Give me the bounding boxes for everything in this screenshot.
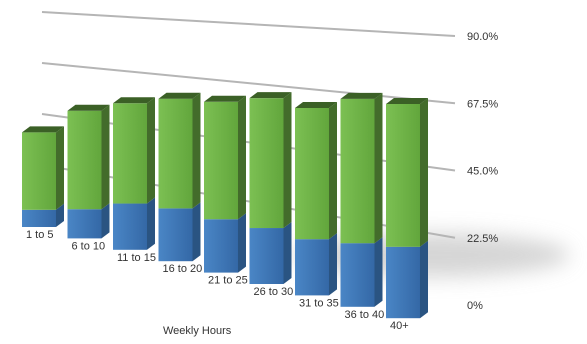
bar-segment-bottom <box>340 237 383 307</box>
bar-segment-top <box>340 92 383 244</box>
bar-segment-bottom-side <box>101 203 110 239</box>
bar-segment-top-front <box>113 103 147 204</box>
bar-segment-top-top <box>67 104 110 111</box>
bar-segment-bottom <box>67 203 110 239</box>
bars <box>22 92 428 319</box>
bar-segment-top-side <box>101 104 110 210</box>
bar-segment-top-front <box>67 110 102 210</box>
bar-segment-top-front <box>158 98 193 209</box>
x-tick-label: 11 to 15 <box>117 252 156 264</box>
bar-group <box>204 95 246 273</box>
y-tick-label: 0% <box>467 300 483 312</box>
bar-segment-top-front <box>340 98 375 244</box>
bar-segment-bottom <box>386 240 428 319</box>
bar-segment-bottom-front <box>340 243 375 307</box>
bar-group <box>67 104 110 239</box>
bar-segment-top-top <box>22 126 64 133</box>
bar-segment-top-top <box>295 102 337 108</box>
bar-segment-bottom-side <box>147 197 155 250</box>
bar-segment-bottom <box>158 202 201 262</box>
bar-segment-bottom-front <box>158 208 193 262</box>
bar-segment-top <box>67 104 110 210</box>
bar-segment-bottom <box>113 197 155 250</box>
bar-segment-top <box>204 95 246 220</box>
bar-group <box>22 126 64 227</box>
bar-segment-bottom <box>295 233 337 296</box>
x-tick-label: 6 to 10 <box>72 240 106 252</box>
bar-segment-bottom-side <box>374 237 383 307</box>
bar-segment-bottom-side <box>283 222 292 284</box>
bar-segment-top-top <box>340 92 383 99</box>
bar-segment-top-side <box>238 95 246 220</box>
bar-segment-top-top <box>113 97 155 104</box>
bar-segment-top-front <box>249 98 284 229</box>
bar-segment-top-side <box>283 92 292 229</box>
x-axis-title: Weekly Hours <box>163 325 232 337</box>
bar-group <box>295 102 337 296</box>
bar-segment-top-top <box>158 92 201 99</box>
bar-group <box>158 92 201 262</box>
bar-group <box>386 98 428 319</box>
bar-segment-bottom-front <box>204 219 238 273</box>
bar-segment-bottom-side <box>420 240 428 319</box>
bar-segment-top-side <box>374 92 383 244</box>
bar-segment-bottom <box>22 203 64 227</box>
bar-segment-bottom <box>204 213 246 273</box>
y-tick-label: 22.5% <box>467 233 498 245</box>
bar-segment-top-front <box>22 132 56 210</box>
bar-segment-top-top <box>386 98 428 104</box>
bar-segment-top <box>295 102 337 240</box>
gridline <box>41 11 456 37</box>
bar-segment-top <box>158 92 201 209</box>
bar-segment-top <box>113 97 155 204</box>
bar-segment-top <box>386 98 428 247</box>
bar-segment-top-front <box>295 108 329 240</box>
x-tick-label: 21 to 25 <box>208 275 248 287</box>
x-tick-label: 36 to 40 <box>345 309 385 321</box>
x-tick-label: 26 to 30 <box>254 286 294 298</box>
bar-segment-bottom-front <box>67 209 102 239</box>
bar-segment-bottom-side <box>56 203 64 227</box>
bar-segment-top <box>249 92 292 229</box>
bar-segment-bottom-front <box>113 203 147 250</box>
bar-segment-top-front <box>386 104 420 247</box>
bar-segment-bottom-front <box>22 209 56 227</box>
labels: 0% 22.5% 45.0% 67.5% 90.0% 1 to 5 6 to 10 11 to… <box>26 31 498 332</box>
bar-segment-bottom-side <box>192 202 201 262</box>
gridline <box>41 62 456 105</box>
bar-segment-top-side <box>420 98 428 247</box>
bar-segment-top-side <box>56 126 64 210</box>
bar-segment-top-side <box>329 102 337 240</box>
bar-segment-top-side <box>192 92 201 209</box>
bar-group <box>249 92 292 284</box>
bar-segment-top <box>22 126 64 210</box>
x-tick-label: 1 to 5 <box>26 229 54 241</box>
bar-segment-bottom-side <box>329 233 337 296</box>
bar-segment-bottom-front <box>386 246 420 319</box>
bar-segment-top-front <box>204 101 238 220</box>
x-tick-label: 16 to 20 <box>163 263 203 275</box>
bar-segment-top-top <box>204 95 246 102</box>
bar-segment-bottom-side <box>238 213 246 273</box>
bar-group <box>340 92 383 307</box>
bar-segment-bottom <box>249 222 292 284</box>
y-tick-label: 90.0% <box>467 31 498 43</box>
bar-segment-top-top <box>249 92 292 99</box>
y-tick-label: 67.5% <box>467 98 498 110</box>
y-tick-label: 45.0% <box>467 166 498 178</box>
x-tick-label: 40+ <box>390 320 409 332</box>
bar-segment-top-side <box>147 97 155 204</box>
bar-segment-bottom-front <box>249 228 284 284</box>
bar-segment-bottom-front <box>295 239 329 296</box>
bar-group <box>113 97 155 250</box>
x-tick-label: 31 to 35 <box>299 297 339 309</box>
